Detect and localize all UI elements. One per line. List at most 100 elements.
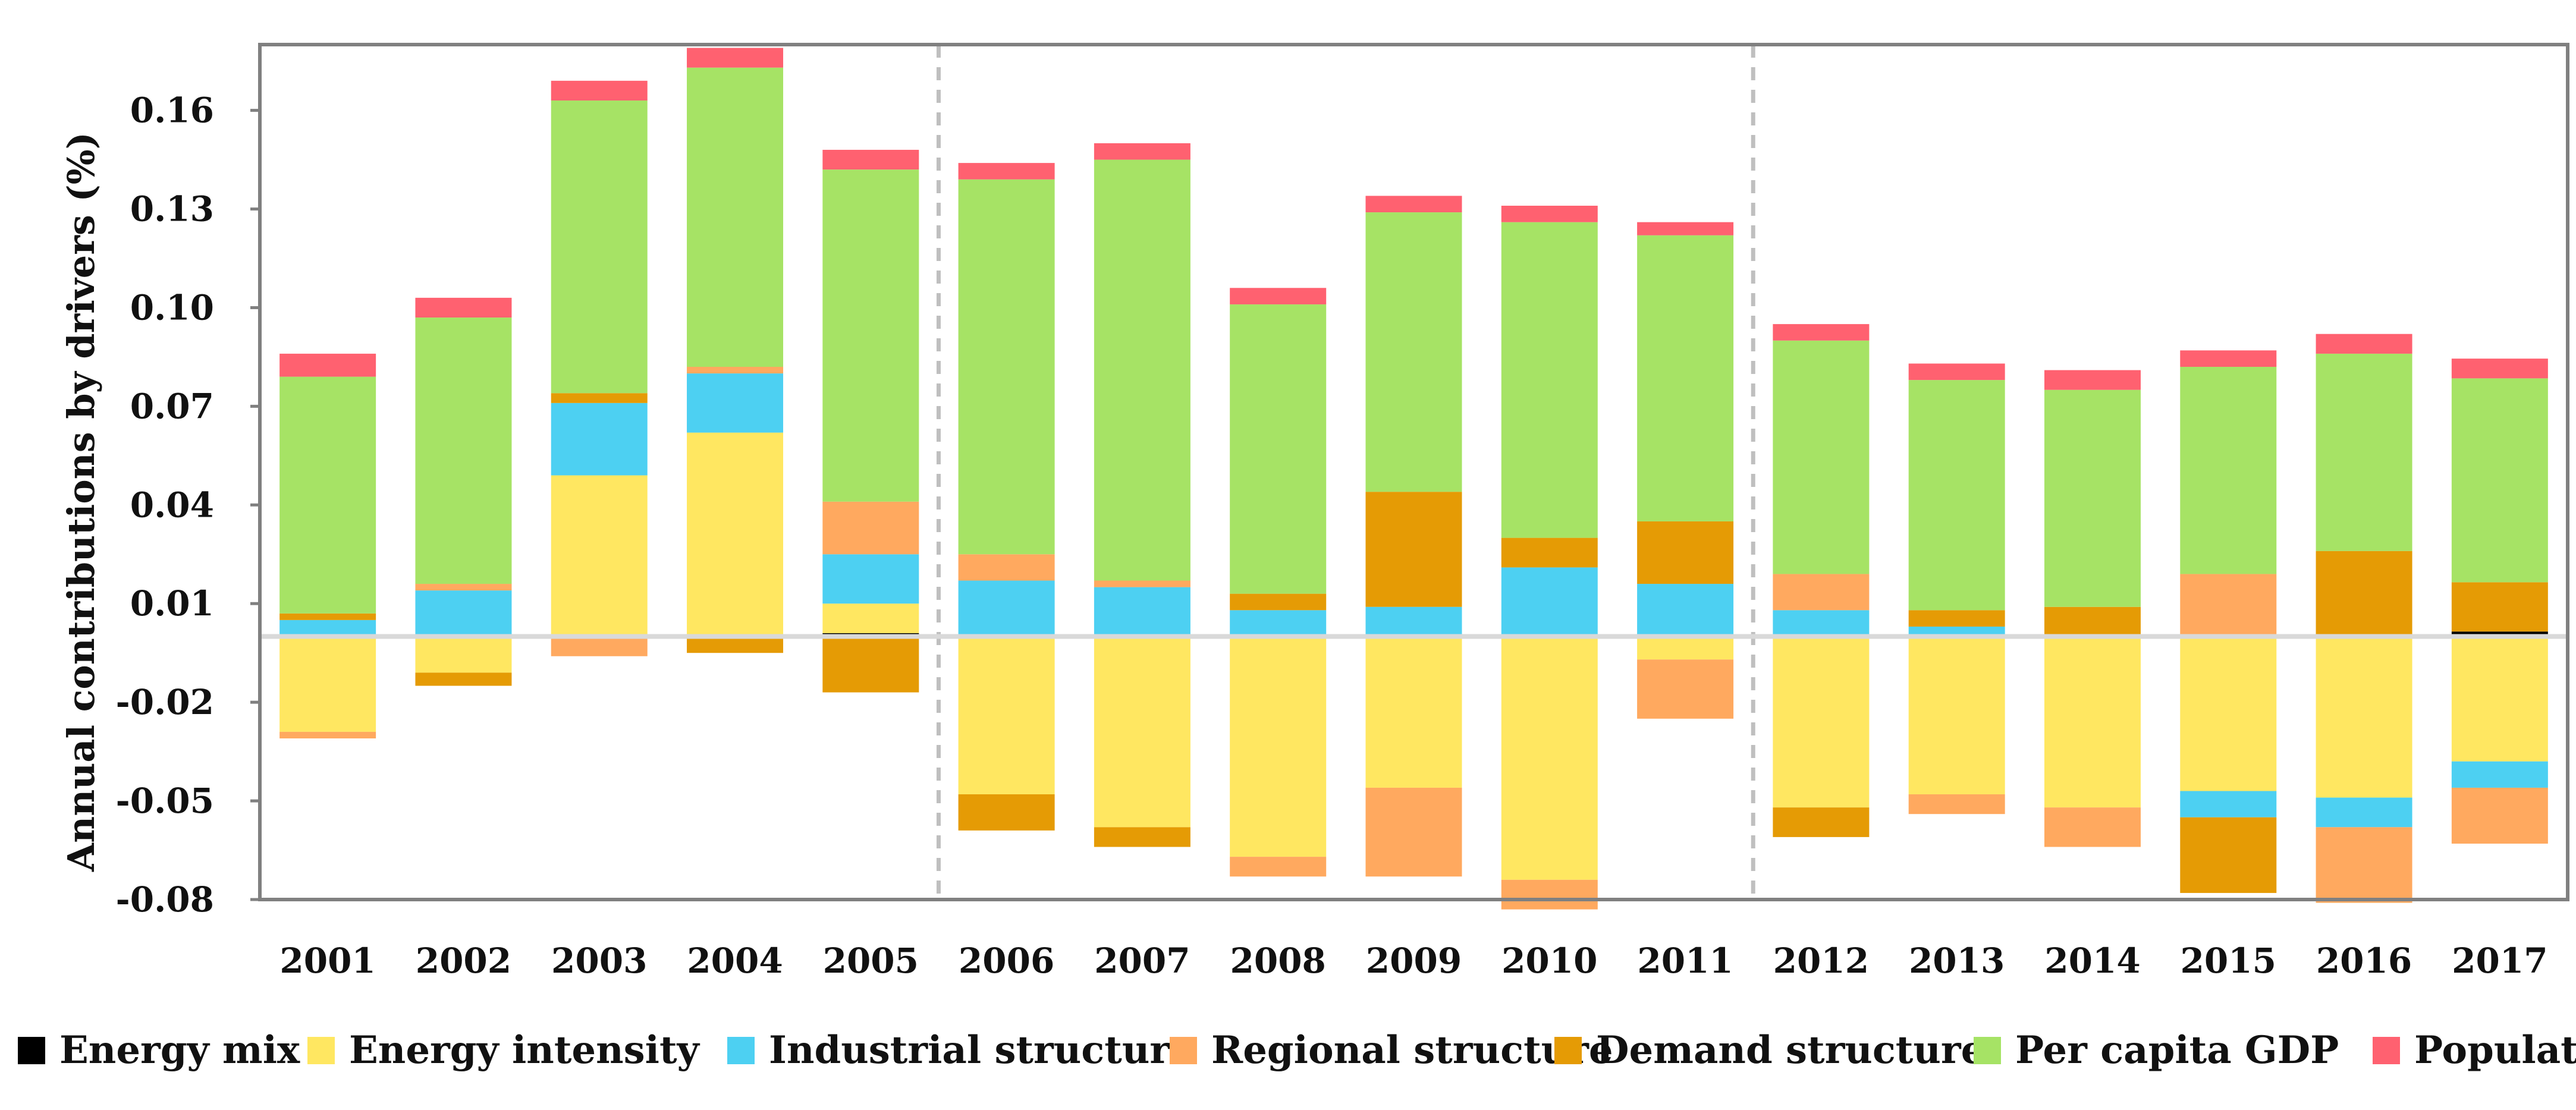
bar-industrial-structure-2004: [687, 373, 784, 433]
bar-industrial-structure-2001: [279, 620, 376, 637]
bar-population-2004: [687, 48, 784, 68]
legend-swatch-per-capita-gdp: [1974, 1037, 2001, 1064]
bar-regional-structure-2011: [1637, 659, 1734, 719]
bar-energy-intensity-2007: [1094, 636, 1190, 828]
x-tick-label: 2014: [2044, 941, 2140, 981]
bar-industrial-structure-2011: [1637, 584, 1734, 637]
legend-label-demand-structure: Demand structure: [1596, 1028, 1985, 1073]
bar-regional-structure-2015: [2180, 574, 2277, 637]
bar-population-2015: [2180, 350, 2277, 367]
bar-energy-intensity-2011: [1637, 636, 1734, 660]
axes-layer: -0.08 -0.05 -0.02 0.01 0.04 0.07 0.10 0.13 0.16 2…: [59, 43, 2569, 981]
legend-label-energy-mix: Energy mix: [59, 1028, 300, 1073]
bar-per-capita-gdp-2010: [1501, 222, 1598, 538]
legend-label-per-capita-gdp: Per capita GDP: [2015, 1028, 2339, 1073]
bar-demand-structure-2008: [1230, 593, 1327, 611]
bar-demand-structure-2014: [2044, 606, 2141, 637]
bar-per-capita-gdp-2006: [958, 179, 1055, 555]
bar-industrial-structure-2016: [2316, 797, 2412, 828]
bar-population-2001: [279, 353, 376, 377]
bar-regional-structure-2016: [2316, 827, 2412, 903]
bar-industrial-structure-2010: [1501, 567, 1598, 637]
bar-per-capita-gdp-2008: [1230, 304, 1327, 594]
bar-industrial-structure-2007: [1094, 587, 1190, 637]
bar-regional-structure-2012: [1773, 574, 1870, 611]
bar-energy-intensity-2003: [551, 475, 648, 637]
x-tick-label: 2008: [1230, 941, 1325, 981]
bar-population-2010: [1501, 206, 1598, 222]
legend-item-demand-structure: Demand structure: [1554, 1028, 1985, 1073]
x-tick-label: 2003: [551, 941, 647, 981]
bar-regional-structure-2008: [1230, 857, 1327, 877]
bar-per-capita-gdp-2014: [2044, 389, 2141, 607]
bar-per-capita-gdp-2005: [822, 169, 919, 502]
legend-label-population: Population: [2414, 1028, 2576, 1073]
bar-population-2007: [1094, 143, 1190, 160]
grid-layer: [936, 45, 1755, 900]
bar-demand-structure-2004: [687, 636, 784, 653]
bar-per-capita-gdp-2007: [1094, 159, 1190, 581]
x-tick-label: 2017: [2452, 941, 2547, 981]
bar-demand-structure-2007: [1094, 827, 1190, 847]
bar-industrial-structure-2009: [1365, 606, 1462, 637]
legend-label-energy-intensity: Energy intensity: [349, 1028, 700, 1073]
bar-demand-structure-2011: [1637, 521, 1734, 584]
bar-energy-mix-2017: [2451, 631, 2548, 637]
legend: Energy mix Energy intensity Industrial str…: [18, 1028, 2576, 1073]
bar-industrial-structure-2005: [822, 554, 919, 604]
bar-industrial-structure-2003: [551, 403, 648, 476]
legend-item-energy-mix: Energy mix: [18, 1028, 300, 1073]
bar-demand-structure-2005: [822, 636, 919, 693]
legend-swatch-energy-intensity: [307, 1037, 335, 1064]
bar-demand-structure-2010: [1501, 537, 1598, 568]
bar-population-2014: [2044, 370, 2141, 390]
x-tick-label: 2006: [959, 941, 1054, 981]
bar-energy-intensity-2013: [1908, 636, 2005, 795]
bar-per-capita-gdp-2011: [1637, 235, 1734, 521]
y-tick-label: 0.04: [130, 485, 214, 525]
bar-population-2009: [1365, 196, 1462, 213]
y-tick-label: -0.02: [116, 682, 214, 722]
bar-energy-intensity-2004: [687, 432, 784, 637]
bar-energy-intensity-2006: [958, 636, 1055, 795]
x-tick-label: 2001: [279, 941, 375, 981]
x-tick-label: 2016: [2316, 941, 2412, 981]
bar-industrial-structure-2006: [958, 580, 1055, 637]
bar-regional-structure-2017: [2451, 787, 2548, 844]
bar-industrial-structure-2012: [1773, 610, 1870, 637]
legend-item-regional-structure: Regional structure: [1170, 1028, 1613, 1073]
bars-layer: [279, 48, 2548, 910]
bar-demand-structure-2009: [1365, 492, 1462, 607]
bar-demand-structure-2003: [551, 393, 648, 403]
bar-population-2011: [1637, 222, 1734, 235]
bar-regional-structure-2007: [1094, 580, 1190, 587]
bar-energy-intensity-2016: [2316, 636, 2412, 798]
bar-regional-structure-2006: [958, 554, 1055, 581]
bar-regional-structure-2014: [2044, 807, 2141, 847]
bar-energy-intensity-2017: [2451, 636, 2548, 762]
bar-energy-intensity-2014: [2044, 636, 2141, 808]
y-tick-label: -0.05: [116, 781, 214, 821]
legend-swatch-regional-structure: [1170, 1037, 1197, 1064]
bar-energy-intensity-2002: [415, 636, 512, 673]
bar-population-2013: [1908, 363, 2005, 381]
bar-demand-structure-2016: [2316, 551, 2412, 637]
y-tick-label: 0.13: [130, 189, 214, 229]
plot-frame: [258, 43, 2569, 901]
y-tick-label: 0.10: [130, 287, 214, 328]
bar-per-capita-gdp-2013: [1908, 380, 2005, 611]
bar-per-capita-gdp-2012: [1773, 340, 1870, 574]
legend-label-industrial-structure: Industrial structure: [769, 1028, 1194, 1073]
bar-per-capita-gdp-2017: [2451, 378, 2548, 583]
bar-energy-intensity-2012: [1773, 636, 1870, 808]
legend-label-regional-structure: Regional structure: [1211, 1028, 1613, 1073]
bar-regional-structure-2009: [1365, 787, 1462, 877]
bar-regional-structure-2003: [551, 636, 648, 656]
bar-demand-structure-2017: [2451, 582, 2548, 632]
x-tick-label: 2009: [1366, 941, 1462, 981]
x-tick-label: 2013: [1909, 941, 2005, 981]
x-tick-label: 2007: [1094, 941, 1190, 981]
legend-swatch-energy-mix: [18, 1037, 45, 1064]
